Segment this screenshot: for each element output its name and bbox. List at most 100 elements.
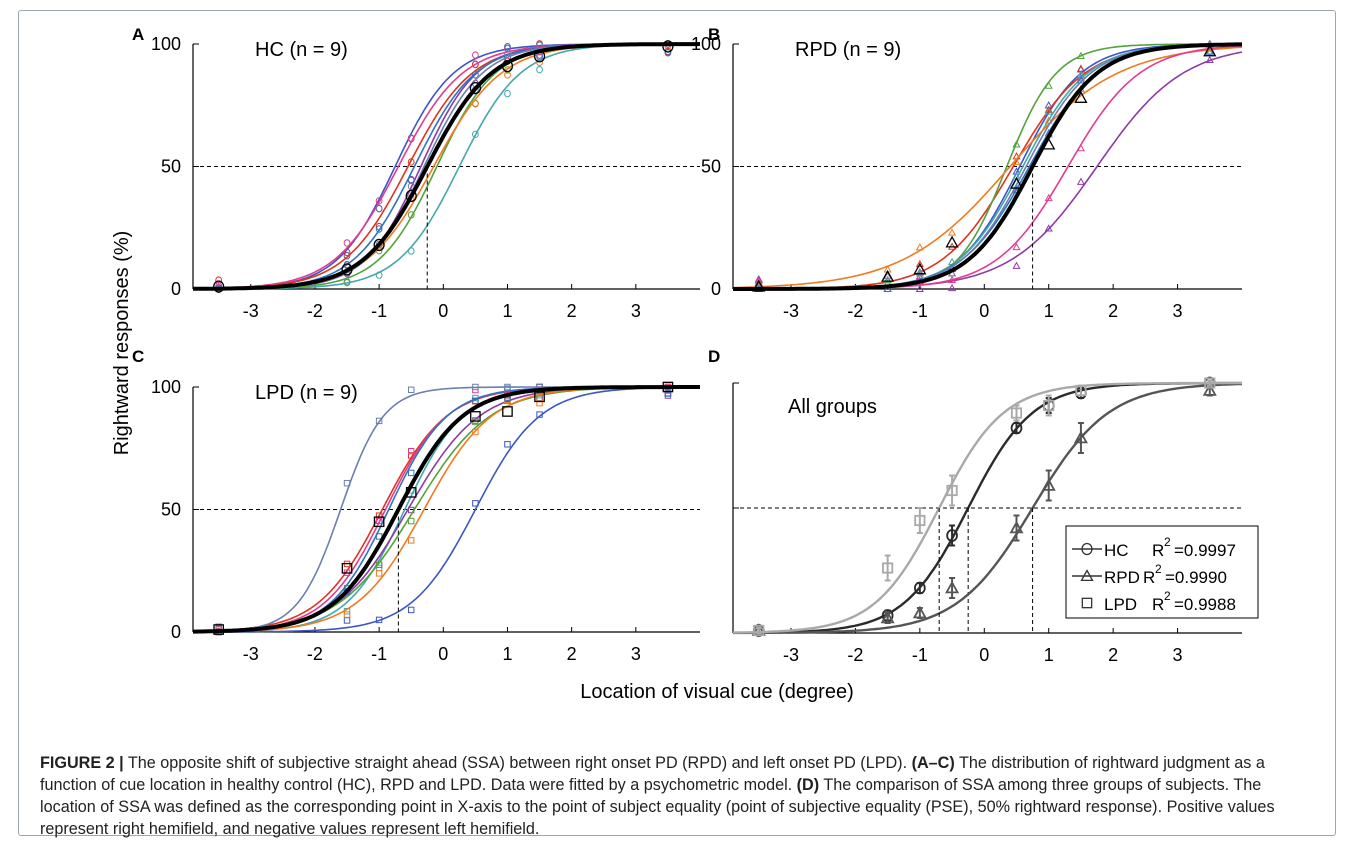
legend-box <box>1065 525 1259 619</box>
subject-point <box>407 469 415 477</box>
group-mean-point <box>945 235 959 248</box>
subject-point <box>375 240 383 248</box>
subject-point <box>948 283 957 292</box>
subject-point <box>1044 193 1053 202</box>
series-point-lpd <box>1010 407 1023 419</box>
series-point-rpd <box>945 580 960 594</box>
series-curve-lpd <box>732 381 1242 634</box>
subject-point <box>471 60 479 69</box>
caption-bold-1: (A–C) <box>911 754 955 772</box>
subject-point <box>407 134 415 143</box>
legend-r-superscript: 2 <box>1164 535 1171 549</box>
subject-point <box>1012 167 1021 175</box>
x-tick-label: 0 <box>438 644 448 664</box>
legend-marker-lpd <box>1081 597 1093 609</box>
subject-point <box>536 399 543 407</box>
group-mean-point <box>1042 137 1056 150</box>
subject-point <box>375 570 383 577</box>
x-tick-label: 1 <box>502 301 512 321</box>
legend-series-name: HC <box>1104 541 1129 560</box>
x-tick-label: -1 <box>371 301 387 321</box>
subject-point <box>1012 157 1021 166</box>
x-tick-label: 2 <box>1108 301 1118 321</box>
group-mean-point <box>662 40 674 53</box>
subject-point <box>375 561 383 568</box>
legend-series-name: LPD <box>1104 595 1137 614</box>
x-tick-label: -2 <box>307 301 323 321</box>
x-tick-label: -2 <box>307 644 323 664</box>
panel-letter-b: B <box>708 25 720 44</box>
legend-r-label: R <box>1152 541 1164 560</box>
subject-point <box>883 271 892 280</box>
y-tick-label: 100 <box>151 377 181 397</box>
panel-title: RPD (n = 9) <box>795 39 901 61</box>
group-mean-point <box>213 280 225 293</box>
subject-point <box>915 259 924 268</box>
legend-r-label: R <box>1152 595 1164 614</box>
group-mean-point <box>534 391 545 403</box>
subject-point <box>375 225 383 233</box>
panel-b: B 0 50 100 -3 -2 -1 0 1 2 3 RPD (n = 9) <box>691 25 1243 321</box>
caption-figure-label: FIGURE 2 | <box>40 754 124 772</box>
subject-curve <box>733 45 1243 290</box>
subject-point <box>1044 105 1053 113</box>
subject-point <box>915 284 924 293</box>
caption-text-1: The opposite shift of subjective straigh… <box>123 754 912 772</box>
x-tick-label: 0 <box>438 301 448 321</box>
y-tick-label: 100 <box>691 34 721 54</box>
subject-point <box>1044 224 1053 232</box>
x-tick-label: 1 <box>1044 645 1054 665</box>
x-tick-label: 3 <box>631 301 641 321</box>
figure-caption: FIGURE 2 | The opposite shift of subject… <box>40 752 1320 840</box>
subject-point <box>375 197 383 205</box>
x-tick-label: 2 <box>567 644 577 664</box>
group-mean-point <box>373 238 385 252</box>
group-mean-point <box>1009 176 1024 189</box>
subject-point <box>471 100 479 108</box>
subject-point <box>536 41 543 49</box>
legend-series-name: RPD <box>1104 568 1140 587</box>
group-mean-point <box>501 59 514 73</box>
subject-point <box>375 271 383 279</box>
subject-point <box>536 58 543 67</box>
subject-curve <box>733 51 1243 290</box>
group-mean-curve <box>733 42 1242 291</box>
subject-point <box>407 606 415 614</box>
subject-point <box>883 275 892 284</box>
panel-title: All groups <box>788 396 877 418</box>
panel-letter-d: D <box>708 347 720 366</box>
x-tick-label: 3 <box>631 644 641 664</box>
group-mean-point <box>341 263 353 276</box>
subject-point <box>1012 140 1021 148</box>
series-point-lpd <box>882 562 894 574</box>
group-mean-point <box>469 81 481 95</box>
legend-r2-value: =0.9990 <box>1165 568 1227 587</box>
series-point-hc <box>946 529 958 542</box>
subject-point <box>915 271 924 280</box>
group-mean-point <box>752 279 766 292</box>
series-point-lpd <box>946 484 958 497</box>
subject-point <box>407 182 415 190</box>
group-mean-point <box>213 624 224 635</box>
series-curve-rpd <box>733 382 1243 635</box>
x-tick-label: 0 <box>979 301 989 321</box>
subject-point <box>375 616 383 624</box>
series-point-lpd <box>1043 399 1055 412</box>
subject-point <box>1205 55 1214 64</box>
x-tick-label: -3 <box>243 644 259 664</box>
subject-point <box>343 278 351 287</box>
x-tick-label: 2 <box>567 301 577 321</box>
x-tick-label: 1 <box>1044 301 1054 321</box>
subject-point <box>472 428 479 436</box>
legend-r2-value: =0.9988 <box>1174 595 1236 614</box>
x-tick-label: 3 <box>1173 301 1183 321</box>
y-tick-label: 0 <box>171 622 181 642</box>
x-tick-label: -1 <box>912 645 928 665</box>
subject-point <box>407 517 415 525</box>
subject-point <box>343 479 351 487</box>
subject-point <box>504 42 511 51</box>
y-tick-label: 0 <box>711 279 721 299</box>
subject-curve <box>193 386 700 633</box>
